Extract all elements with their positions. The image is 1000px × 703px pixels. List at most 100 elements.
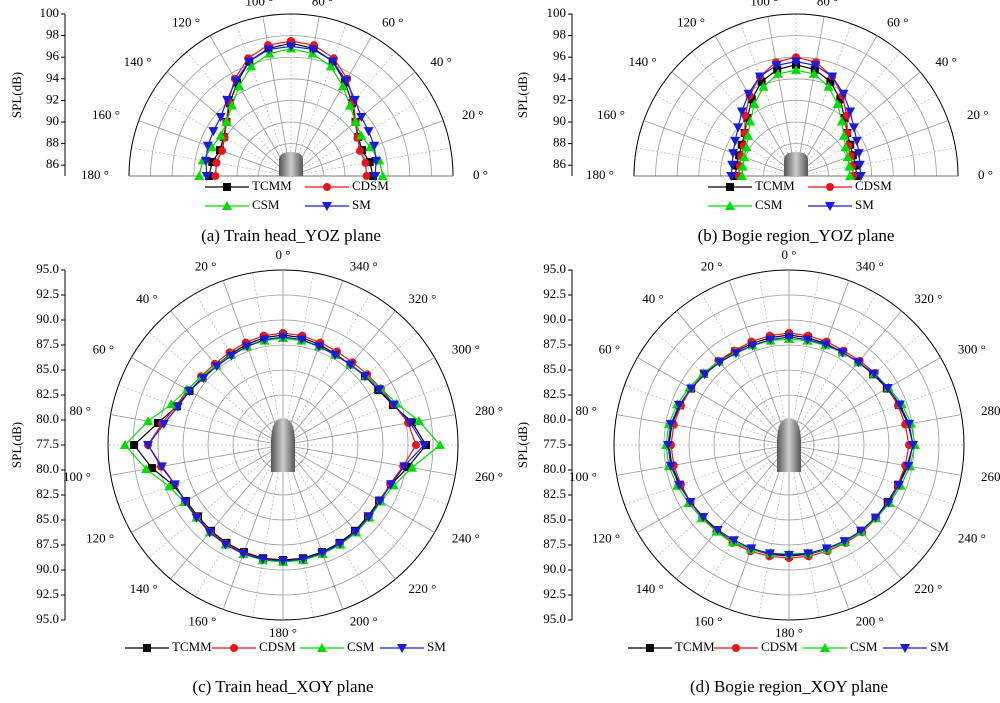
theta-tick-label: 300 °: [452, 341, 480, 356]
theta-tick-label: 220 °: [914, 581, 942, 596]
data-point: [211, 172, 219, 180]
theta-tick-label: 260 °: [981, 469, 1000, 484]
theta-tick-label: 160 °: [597, 107, 625, 122]
r-tick-label: 80.0: [36, 461, 59, 476]
legend-marker: [646, 644, 654, 652]
legend-label: SM: [855, 197, 874, 212]
train-icon: [777, 418, 801, 472]
data-point: [130, 441, 138, 449]
theta-tick-label: 80 °: [817, 0, 838, 9]
theta-tick-label: 200 °: [856, 614, 884, 629]
theta-tick-label: 280 °: [981, 403, 1000, 418]
theta-tick-label: 280 °: [475, 403, 503, 418]
theta-tick-label: 0 °: [473, 167, 488, 182]
r-tick-label: 87.5: [36, 336, 59, 351]
r-tick-label: 88: [553, 135, 566, 150]
theta-tick-label: 140 °: [124, 54, 152, 69]
theta-tick-label: 40 °: [430, 54, 451, 69]
r-tick-label: 82.5: [36, 486, 59, 501]
r-tick-label: 95.0: [36, 261, 59, 276]
grid-spoke-minor: [796, 148, 956, 176]
theta-tick-label: 200 °: [350, 614, 378, 629]
legend-marker: [732, 644, 740, 652]
legend-label: CSM: [850, 639, 878, 654]
theta-tick-label: 60 °: [599, 341, 620, 356]
grid-spoke-minor: [796, 95, 936, 176]
train-icon: [271, 418, 295, 472]
r-tick-label: 94: [46, 70, 60, 85]
legend-label: TCMM: [675, 639, 715, 654]
r-tick-label: 85.0: [543, 361, 566, 376]
figure: 86889092949698100SPL(dB)0 °20 °40 °60 °8…: [0, 0, 1000, 703]
theta-tick-label: 40 °: [642, 291, 663, 306]
theta-tick-label: 320 °: [914, 291, 942, 306]
r-tick-label: 87.5: [543, 336, 566, 351]
legend-label: TCMM: [252, 178, 292, 193]
theta-tick-label: 100 °: [750, 0, 778, 9]
theta-tick-label: 120 °: [677, 15, 705, 30]
r-tick-label: 85.0: [36, 361, 59, 376]
theta-tick-label: 340 °: [856, 258, 884, 273]
grid-spoke: [729, 281, 789, 445]
r-tick-label: 92.5: [36, 286, 59, 301]
r-tick-label: 90.0: [543, 311, 566, 326]
theta-tick-label: 140 °: [629, 54, 657, 69]
grid-spoke: [677, 311, 789, 445]
legend-label: CDSM: [761, 639, 798, 654]
r-tick-label: 94: [553, 70, 567, 85]
theta-tick-label: 100 °: [569, 469, 597, 484]
r-tick-label: 77.5: [543, 436, 566, 451]
r-tick-label: 90.0: [36, 311, 59, 326]
legend-marker: [143, 644, 151, 652]
theta-tick-label: 180 °: [775, 625, 803, 640]
caption: (b) Bogie region_YOZ plane: [698, 226, 895, 245]
grid-spoke: [283, 281, 343, 445]
data-point: [208, 127, 218, 136]
theta-tick-label: 40 °: [935, 54, 956, 69]
r-tick-label: 95.0: [543, 611, 566, 626]
data-point: [218, 147, 226, 155]
theta-tick-label: 100 °: [245, 0, 273, 9]
r-tick-label: 98: [553, 27, 566, 42]
theta-tick-label: 100 °: [63, 469, 91, 484]
theta-tick-label: 20 °: [195, 258, 216, 273]
legend-marker: [223, 183, 231, 191]
theta-tick-label: 220 °: [408, 581, 436, 596]
r-tick-label: 87.5: [36, 536, 59, 551]
train-icon: [784, 152, 808, 176]
theta-tick-label: 60 °: [382, 15, 403, 30]
theta-tick-label: 80 °: [312, 0, 333, 9]
r-axis-label: SPL(dB): [515, 72, 530, 118]
legend-label: SM: [352, 197, 371, 212]
r-tick-label: 86: [46, 156, 60, 171]
r-tick-label: 92.5: [36, 586, 59, 601]
caption: (d) Bogie region_XOY plane: [690, 677, 888, 696]
theta-tick-label: 320 °: [408, 291, 436, 306]
r-tick-label: 80.0: [36, 411, 59, 426]
r-tick-label: 85.0: [543, 511, 566, 526]
r-tick-label: 95.0: [543, 261, 566, 276]
r-tick-label: 90: [46, 113, 59, 128]
r-tick-label: 85.0: [36, 511, 59, 526]
grid-spoke: [171, 311, 283, 445]
legend-label: CDSM: [259, 639, 296, 654]
theta-tick-label: 340 °: [350, 258, 378, 273]
legend-marker: [323, 183, 331, 191]
theta-tick-label: 40 °: [136, 291, 157, 306]
data-point: [412, 441, 420, 449]
r-tick-label: 90.0: [543, 561, 566, 576]
legend-label: SM: [427, 639, 446, 654]
theta-tick-label: 180 °: [269, 625, 297, 640]
legend-marker: [230, 644, 238, 652]
legend-marker: [726, 183, 734, 191]
grid-spoke: [796, 121, 948, 176]
r-tick-label: 90: [553, 113, 566, 128]
r-tick-label: 92: [553, 91, 566, 106]
legend-label: CDSM: [352, 178, 389, 193]
grid-spoke: [223, 281, 283, 445]
r-tick-label: 100: [40, 5, 60, 20]
theta-tick-label: 120 °: [86, 530, 114, 545]
legend-label: CSM: [755, 197, 783, 212]
theta-tick-label: 260 °: [475, 469, 503, 484]
